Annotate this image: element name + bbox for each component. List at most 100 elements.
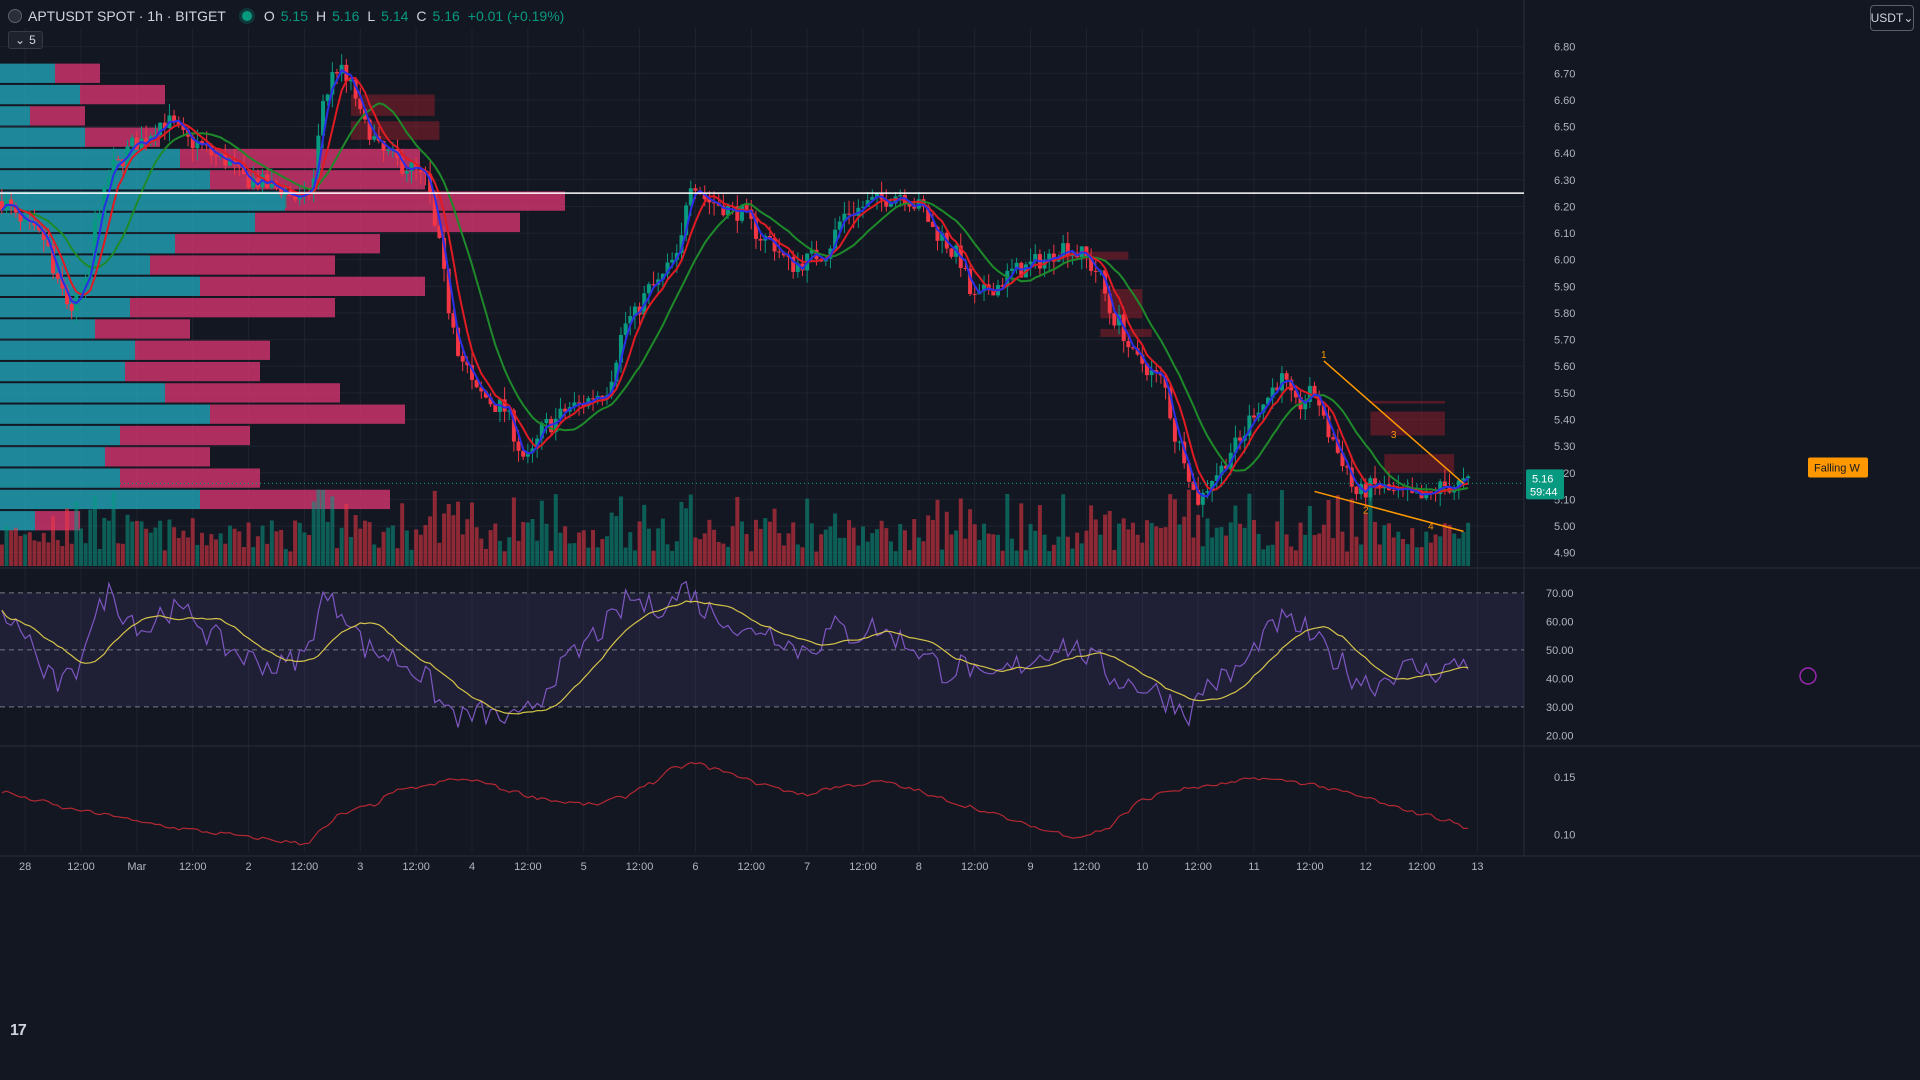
alert-lightning-icon[interactable]: [1799, 667, 1817, 685]
high-label: H: [316, 8, 327, 24]
candle-body: [837, 221, 842, 230]
volume-bar: [1233, 505, 1238, 566]
volume-bar: [381, 531, 386, 566]
indicators-collapse-button[interactable]: ⌄ 5: [8, 31, 43, 49]
candle-body: [9, 199, 14, 206]
chevron-down-icon: ⌄: [15, 33, 26, 47]
volume-bar: [684, 508, 689, 566]
falling-wedge-pattern[interactable]: 1 2 3 4 Falling W: [1314, 350, 1868, 532]
volume-bar: [623, 547, 628, 566]
candle-body: [172, 115, 177, 122]
candle-body: [1275, 387, 1280, 391]
volume-bar: [451, 515, 456, 566]
volume-bar: [102, 517, 107, 566]
volume-bar: [1377, 544, 1382, 566]
volume-bar: [148, 532, 153, 566]
price-tick-label: 6.40: [1554, 148, 1575, 160]
high-value: 5.16: [332, 8, 360, 24]
time-tick-label: 4: [469, 861, 475, 873]
volume-bar: [302, 532, 307, 566]
candle-body: [1252, 415, 1257, 418]
time-tick-label: 10: [1136, 861, 1148, 873]
candle-body: [1303, 401, 1308, 410]
candle-body: [558, 408, 563, 419]
volume-bar: [916, 537, 921, 566]
candle-body: [828, 248, 833, 259]
time-tick-label: 12:00: [1073, 861, 1101, 873]
volume-bar: [1419, 547, 1424, 566]
volume-bar: [1103, 514, 1108, 566]
price-tick-label: 5.80: [1554, 308, 1575, 320]
candle-body: [535, 438, 540, 449]
candle-body: [968, 268, 973, 295]
volume-bar: [609, 512, 614, 566]
candle-body: [753, 218, 758, 239]
symbol-title[interactable]: APTUSDT SPOT · 1h · BITGET: [28, 8, 226, 24]
candle-body: [451, 313, 456, 328]
volume-bar: [1014, 550, 1019, 566]
volume-bar: [479, 538, 484, 566]
rsi-pane: 70.00 60.00 50.00 40.00 30.00 20.00: [0, 580, 1574, 742]
candle-body: [726, 206, 731, 216]
volume-bar: [55, 540, 60, 566]
volume-bar: [591, 529, 596, 566]
candle-body: [809, 249, 814, 254]
candle-body: [246, 174, 251, 188]
volume-bar: [1387, 523, 1392, 566]
volume-profile-bar-down: [255, 212, 520, 233]
chevron-down-icon: ⌄: [1903, 11, 1914, 25]
volume-bar: [1051, 544, 1056, 566]
volume-profile-bar-up: [0, 234, 175, 254]
volume-bar: [1056, 536, 1061, 566]
time-tick-label: 11: [1248, 861, 1259, 873]
volume-bar: [702, 533, 707, 566]
volume-bar: [637, 521, 642, 566]
candle-body: [577, 402, 582, 404]
candle-body: [693, 188, 698, 191]
volume-bar: [1186, 489, 1191, 566]
symbol-logo-icon: [8, 9, 22, 23]
volume-profile-bar-down: [165, 383, 340, 403]
currency-selector[interactable]: USDT ⌄: [1870, 5, 1914, 31]
volume-bar: [1005, 493, 1010, 566]
volume-bar: [1196, 514, 1201, 566]
candle-body: [437, 225, 442, 238]
candle-body: [530, 448, 535, 453]
volume-bar: [1033, 530, 1038, 566]
volume-bar: [1428, 542, 1433, 566]
volume-bar: [293, 520, 298, 566]
volume-bar: [511, 497, 516, 566]
candle-body: [102, 187, 107, 215]
candle-body: [13, 205, 18, 213]
volume-bar: [1298, 522, 1303, 566]
volume-bar: [1252, 519, 1257, 566]
tradingview-logo-icon[interactable]: 17: [10, 1022, 27, 1040]
volume-bar: [795, 544, 800, 566]
candle-body: [195, 141, 200, 149]
volume-profile-bar-down: [30, 106, 85, 126]
time-axis[interactable]: 28 12:00 Mar 12:00 2 12:00 3 12:00 4 12:00 5 12:00 6…: [19, 861, 1484, 873]
rsi-tick-label: 20.00: [1546, 730, 1574, 742]
candle-body: [381, 140, 386, 151]
volume-bar: [577, 532, 582, 566]
price-axis[interactable]: 6.80 6.70 6.60 6.50 6.40 6.30 6.20 6.10 6.00 5.90…: [1526, 42, 1575, 560]
volume-profile-bar-up: [0, 255, 150, 275]
volume-bar: [241, 547, 246, 566]
candle-body: [65, 288, 70, 305]
volume-bar: [51, 516, 56, 566]
candle-body: [646, 284, 651, 294]
candle-body: [1093, 270, 1098, 272]
candle-body: [1340, 452, 1345, 467]
volume-bar: [1303, 534, 1308, 566]
volume-bar: [1461, 531, 1466, 566]
candle-body: [1456, 480, 1461, 488]
volume-bar: [781, 545, 786, 566]
volume-bar: [1405, 544, 1410, 566]
volume-bar: [130, 521, 135, 566]
price-tick-label: 5.40: [1554, 415, 1575, 427]
rsi-tick-label: 70.00: [1546, 588, 1574, 600]
volume-bar: [879, 520, 884, 566]
volume-bar: [632, 550, 637, 566]
candle-body: [898, 195, 903, 197]
